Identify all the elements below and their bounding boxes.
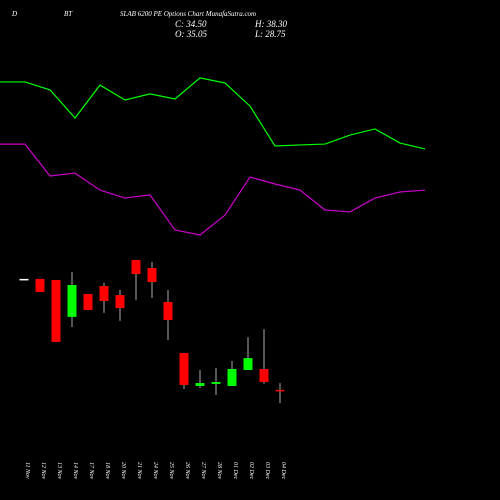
close-stat: C: 34.50 bbox=[175, 19, 207, 29]
candle-body bbox=[19, 278, 29, 281]
high-stat: H: 38.30 bbox=[254, 19, 287, 29]
candle-body bbox=[35, 278, 45, 292]
candle-body bbox=[131, 260, 141, 275]
x-tick-label: 18 Nov bbox=[104, 462, 110, 480]
candle-body bbox=[179, 353, 189, 385]
candle-body bbox=[195, 383, 205, 387]
x-tick-label: 24 Nov bbox=[152, 462, 159, 480]
x-tick-label: 21 Nov bbox=[136, 462, 142, 480]
x-tick-label: 04 Dec bbox=[280, 462, 287, 479]
x-tick-label: 20 Nov bbox=[120, 462, 126, 480]
chart-title: SLAB 6200 PE Options Chart MunafaSutra.c… bbox=[120, 10, 256, 18]
x-tick-label: 03 Dec bbox=[264, 462, 270, 479]
candle-body bbox=[227, 369, 237, 387]
x-tick-label: 02 Dec bbox=[248, 462, 254, 479]
period: D bbox=[11, 10, 17, 18]
candle-body bbox=[99, 286, 109, 301]
low-stat: L: 28.75 bbox=[254, 29, 286, 39]
x-tick-label: 01 Dec bbox=[232, 462, 238, 479]
exchange: BT bbox=[64, 10, 73, 18]
candle-body bbox=[67, 285, 77, 317]
x-tick-label: 27 Nov bbox=[200, 462, 206, 480]
x-tick-label: 28 Nov bbox=[216, 462, 222, 480]
candle-body bbox=[51, 279, 61, 342]
candle-body bbox=[147, 267, 157, 283]
candle-body bbox=[275, 389, 285, 392]
x-tick-label: 12 Nov bbox=[40, 462, 46, 480]
indicator-line bbox=[0, 143, 426, 236]
candle-body bbox=[211, 382, 221, 384]
candle-body bbox=[163, 302, 173, 321]
candle-body bbox=[83, 294, 93, 310]
indicator-line bbox=[0, 77, 426, 150]
candle-body bbox=[243, 358, 253, 371]
candle-body bbox=[259, 369, 269, 383]
candle-body bbox=[115, 295, 125, 309]
x-tick-label: 25 Nov bbox=[168, 462, 174, 480]
x-tick-label: 13 Nov bbox=[56, 462, 62, 480]
x-tick-label: 14 Nov bbox=[72, 462, 79, 480]
x-tick-label: 17 Nov bbox=[88, 462, 94, 480]
open-stat: O: 35.05 bbox=[175, 29, 207, 39]
x-tick-label: 11 Nov bbox=[24, 462, 30, 479]
x-tick-label: 26 Nov bbox=[184, 462, 190, 480]
